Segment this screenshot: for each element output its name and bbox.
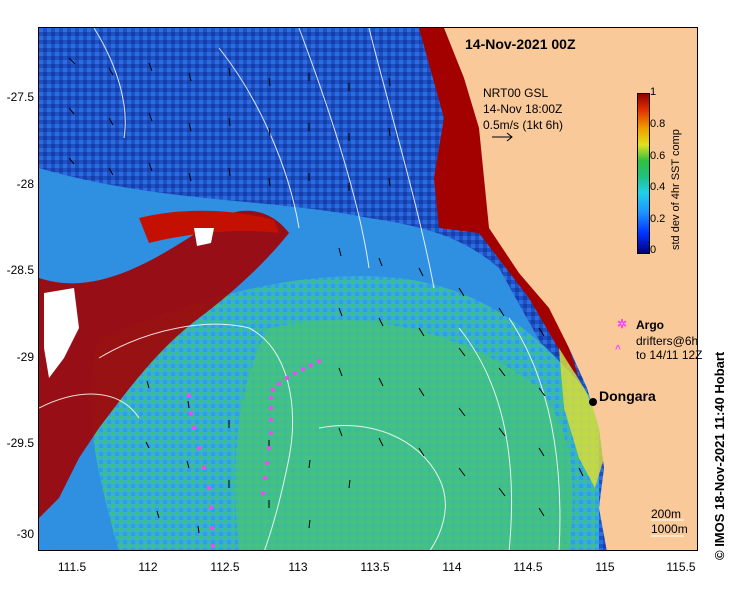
colorbar-tick: 1 bbox=[650, 86, 657, 98]
lon-label: 114 bbox=[442, 560, 462, 574]
drifters-label-1: drifters@6h bbox=[636, 334, 699, 348]
lat-label: -28 bbox=[16, 177, 34, 191]
dongara-label: Dongara bbox=[599, 388, 656, 404]
colorbar-tick: 0.6 bbox=[650, 150, 666, 162]
lat-label: -28.5 bbox=[6, 263, 34, 277]
argo-label: Argo bbox=[636, 318, 664, 332]
drifter-tracks bbox=[187, 359, 321, 548]
colorbar-tick: 0.2 bbox=[650, 213, 666, 225]
lon-label: 112 bbox=[138, 560, 158, 574]
velocity-scale-arrow-icon bbox=[492, 132, 513, 142]
missing-data-patch bbox=[44, 288, 79, 378]
front-red-region bbox=[39, 210, 289, 518]
credit-text: © IMOS 18-Nov-2021 11:40 Hobart bbox=[712, 351, 727, 560]
lon-label: 114.5 bbox=[513, 560, 543, 574]
colorbar bbox=[637, 93, 650, 254]
lat-label: -30 bbox=[16, 527, 34, 541]
isobath-1000-label: 1000m bbox=[651, 522, 688, 536]
colorbar-tick: 0.4 bbox=[650, 181, 666, 193]
velocity-scale-label: 0.5m/s (1kt 6h) bbox=[483, 118, 564, 132]
sst-map-canvas bbox=[39, 28, 697, 550]
isobath-legend-lines bbox=[651, 519, 684, 537]
colorbar-title: std dev of 4hr SST comp bbox=[670, 129, 682, 250]
lat-label: -29.5 bbox=[6, 436, 34, 450]
lon-label: 115.5 bbox=[666, 560, 696, 574]
dongara-marker bbox=[589, 398, 597, 406]
map-date-title: 14-Nov-2021 00Z bbox=[465, 36, 576, 52]
drifter-icon: ^ bbox=[615, 344, 621, 355]
land-mass bbox=[444, 28, 697, 550]
colorbar-tick: 0 bbox=[650, 244, 657, 256]
lon-label: 113 bbox=[288, 560, 308, 574]
model-time: 14-Nov 18:00Z bbox=[483, 102, 563, 116]
lon-label: 112.5 bbox=[210, 560, 240, 574]
argo-icon: ✲ bbox=[617, 317, 628, 331]
model-label: NRT00 GSL bbox=[483, 86, 549, 100]
velocity-arrows bbox=[68, 57, 584, 534]
lat-label: -27.5 bbox=[6, 90, 34, 104]
colorbar-tick: 0.8 bbox=[650, 118, 666, 130]
lon-label: 111.5 bbox=[57, 560, 87, 574]
lon-label: 113.5 bbox=[360, 560, 390, 574]
lon-label: 115 bbox=[595, 560, 615, 574]
contour-lines bbox=[39, 28, 561, 550]
sst-map[interactable] bbox=[38, 27, 698, 551]
isobath-200-label: 200m bbox=[651, 507, 682, 521]
drifters-label-2: to 14/11 12Z bbox=[636, 348, 703, 362]
lat-label: -29 bbox=[16, 350, 34, 364]
